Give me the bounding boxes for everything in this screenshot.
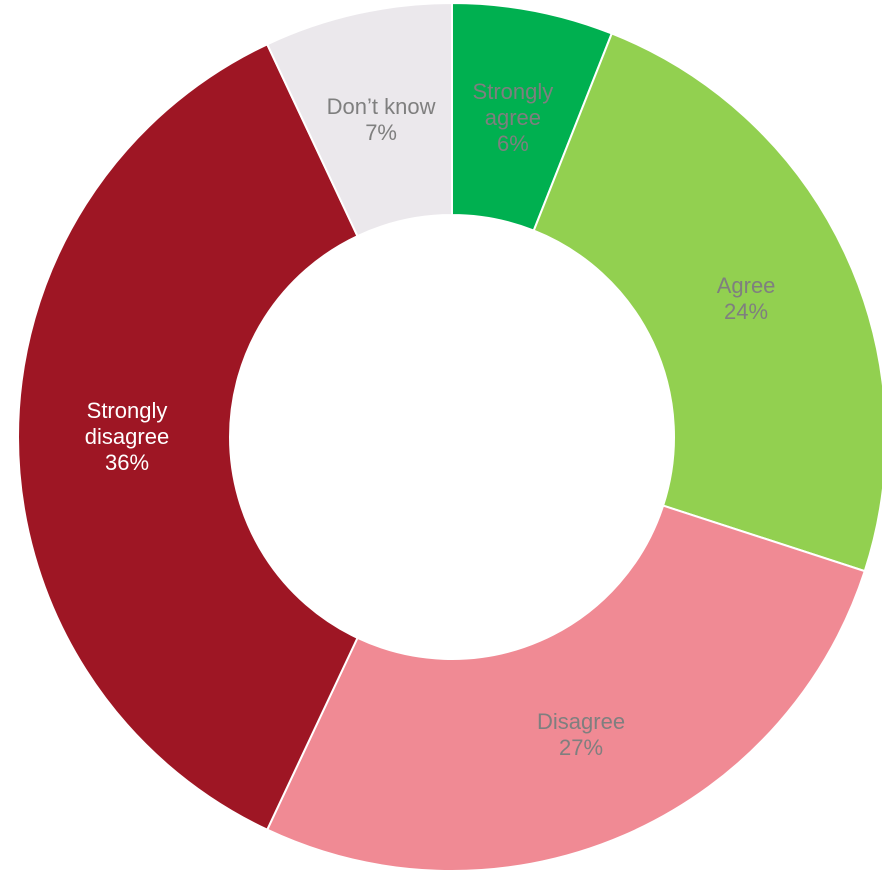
category-label: Don’t know (326, 93, 436, 119)
category-label: Strongly disagree (84, 398, 170, 449)
category-label: Strongly agree (472, 78, 554, 130)
value-label: 36% (104, 450, 150, 475)
value-label: 6% (496, 130, 529, 156)
slice-label: Disagree 27% (506, 709, 656, 761)
value-label: 27% (559, 735, 604, 761)
value-label: 7% (365, 119, 397, 145)
category-label: Agree (716, 272, 776, 298)
slice-label: Agree 24% (671, 273, 821, 325)
category-label: Disagree (537, 709, 626, 735)
donut-slice (265, 1, 453, 238)
donut-slice (532, 32, 882, 573)
slice-label: Strongly disagree 36% (52, 398, 202, 476)
slice-label: Strongly agree 6% (453, 79, 573, 157)
slice-label: Don’t know 7% (321, 94, 441, 146)
value-label: 24% (724, 298, 769, 324)
donut-slice (17, 42, 359, 832)
donut-slice (265, 504, 867, 872)
